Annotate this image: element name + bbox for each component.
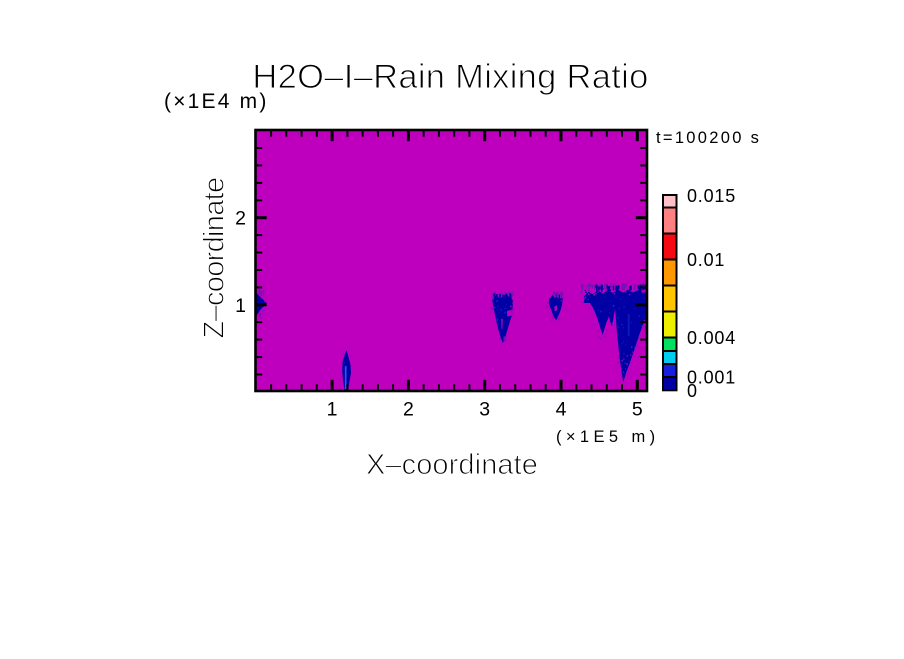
svg-text:1: 1 (235, 295, 246, 317)
svg-text:t=100200 s: t=100200 s (656, 129, 761, 147)
svg-text:H2O–I–Rain Mixing Ratio: H2O–I–Rain Mixing Ratio (252, 58, 648, 96)
svg-text:0.015: 0.015 (687, 186, 736, 206)
svg-text:(×1E5 m): (×1E5 m) (556, 428, 660, 446)
svg-text:5: 5 (632, 399, 643, 421)
svg-text:0.001: 0.001 (687, 368, 736, 388)
svg-text:Z–coordinate: Z–coordinate (199, 178, 231, 339)
svg-text:X–coordinate: X–coordinate (366, 449, 538, 481)
svg-text:2: 2 (403, 399, 414, 421)
svg-text:0: 0 (687, 381, 698, 401)
svg-text:3: 3 (479, 399, 490, 421)
svg-text:0.004: 0.004 (687, 328, 736, 348)
svg-text:4: 4 (556, 399, 567, 421)
svg-text:2: 2 (235, 208, 246, 230)
svg-text:(×1E4 m): (×1E4 m) (164, 90, 269, 113)
svg-text:0.01: 0.01 (687, 250, 725, 270)
svg-text:1: 1 (327, 399, 338, 421)
